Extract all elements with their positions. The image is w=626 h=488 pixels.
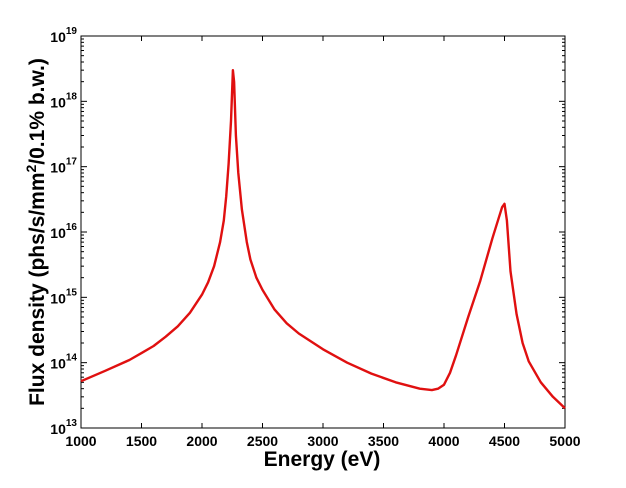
y-tick-label: 1018 bbox=[50, 91, 77, 110]
y-tick-label: 1019 bbox=[50, 26, 77, 45]
x-tick-label: 1000 bbox=[65, 433, 96, 449]
x-tick-label: 2500 bbox=[247, 433, 278, 449]
x-tick-label: 4500 bbox=[489, 433, 520, 449]
x-tick-label: 3500 bbox=[368, 433, 399, 449]
y-tick-label: 1014 bbox=[50, 353, 77, 372]
x-tick-label: 2000 bbox=[186, 433, 217, 449]
y-tick-label: 1013 bbox=[50, 418, 77, 437]
y-tick-label: 1017 bbox=[50, 157, 77, 176]
x-tick-label: 1500 bbox=[126, 433, 157, 449]
y-axis-label: Flux density (phs/s/mm2/0.1% b.w.) bbox=[23, 58, 49, 406]
x-tick-label: 3000 bbox=[307, 433, 338, 449]
x-tick-label: 5000 bbox=[549, 433, 580, 449]
plot-area bbox=[80, 35, 566, 429]
y-tick-label: 1015 bbox=[50, 287, 77, 306]
x-axis-label: Energy (eV) bbox=[264, 448, 381, 471]
y-tick-label: 1016 bbox=[50, 222, 77, 241]
flux-series-line bbox=[80, 68, 566, 410]
x-tick-label: 4000 bbox=[428, 433, 459, 449]
